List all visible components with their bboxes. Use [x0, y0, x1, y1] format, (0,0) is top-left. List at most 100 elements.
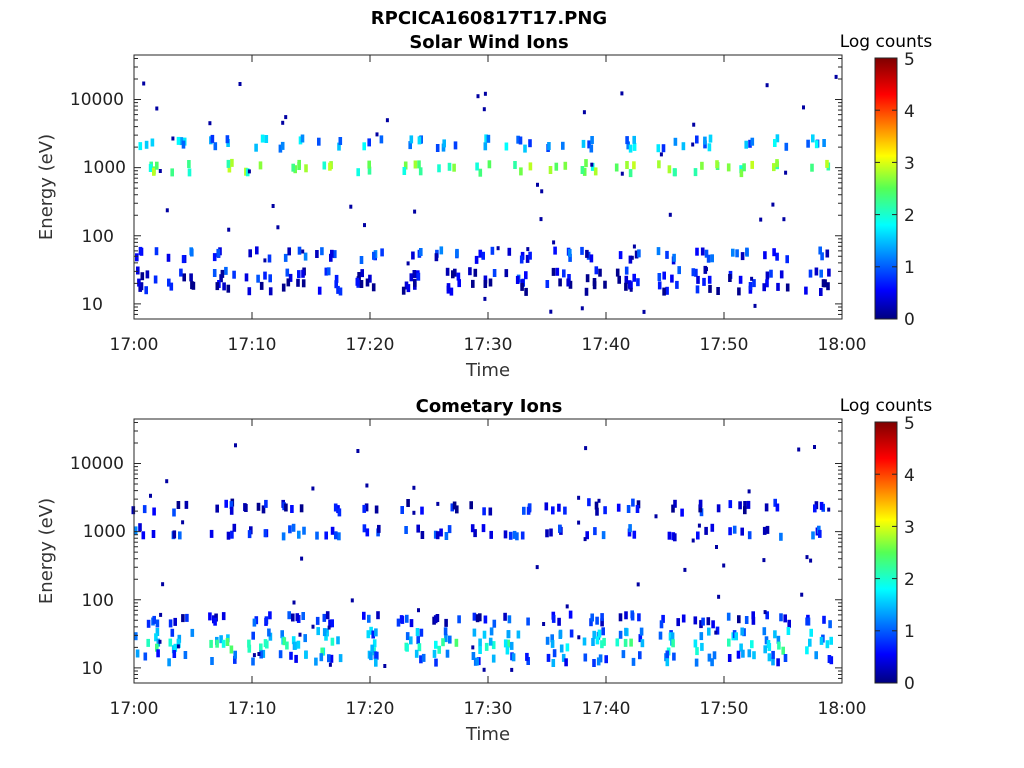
spectrogram-cell — [628, 524, 632, 533]
spectrogram-cell — [212, 269, 217, 277]
spectrogram-cell — [285, 268, 290, 277]
spectrogram-cell — [552, 240, 556, 245]
spectrogram-cell — [750, 276, 754, 281]
spectrogram-cell — [487, 160, 492, 169]
spectrogram-cell — [290, 505, 294, 513]
spectrogram-cell — [224, 499, 228, 508]
spectrogram-cell — [328, 619, 332, 628]
spectrogram-cell — [542, 622, 546, 626]
spectrogram-cell — [267, 628, 271, 637]
spectrogram-cell — [589, 618, 593, 627]
spectrogram-cell — [551, 614, 556, 623]
spectrogram-cell — [550, 634, 554, 643]
spectrogram-cell — [712, 651, 717, 660]
spectrogram-cell — [322, 628, 327, 637]
spectrogram-cell — [155, 643, 159, 652]
spectrogram-cell — [566, 278, 570, 287]
spectrogram-cell — [710, 254, 714, 263]
spectrogram-cell — [491, 654, 496, 663]
spectrogram-cell — [615, 638, 620, 647]
spectrogram-cell — [171, 136, 175, 141]
spectrogram-cell — [698, 499, 703, 508]
colorbar-tick-label: 1 — [904, 258, 915, 278]
spectrogram-cell — [317, 137, 321, 146]
spectrogram-cell — [488, 278, 493, 287]
spectrogram-cell — [156, 638, 161, 647]
spectrogram-cell — [375, 132, 379, 137]
spectrogram-cell — [291, 163, 295, 172]
spectrogram-cell — [584, 159, 588, 168]
spectrogram-cell — [445, 267, 450, 276]
spectrogram-cell — [259, 643, 263, 652]
spectrogram-cell — [328, 662, 332, 667]
spectrogram-cell — [510, 667, 514, 672]
spectrogram-cell — [804, 286, 808, 295]
spectrogram-cell — [215, 504, 219, 513]
spectrogram-cell — [326, 267, 331, 276]
spectrogram-cell — [516, 135, 520, 144]
spectrogram-cell — [330, 249, 334, 258]
spectrogram-cell — [708, 134, 713, 143]
spectrogram-cell — [516, 630, 521, 639]
spectrogram-cell — [600, 618, 604, 627]
spectrogram-cell — [695, 647, 699, 656]
spectrogram-cell — [350, 598, 354, 603]
spectrogram-cell — [170, 628, 175, 637]
spectrogram-cell — [748, 139, 752, 148]
spectrogram-cell — [452, 163, 456, 172]
spectrogram-cell — [405, 632, 410, 641]
spectrogram-cell — [286, 278, 291, 287]
spectrogram-cell — [232, 523, 237, 532]
spectrogram-cell — [371, 283, 376, 292]
spectrogram-cell — [143, 652, 148, 661]
spectrogram-cell — [471, 652, 476, 660]
spectrogram-cell — [278, 650, 283, 659]
spectrogram-cell — [141, 531, 146, 540]
spectrogram-cell — [256, 502, 261, 511]
x-tick-label: 18:00 — [818, 699, 867, 719]
spectrogram-cell — [825, 159, 829, 168]
spectrogram-cell — [247, 287, 252, 296]
spectrogram-cell — [216, 248, 220, 257]
spectrogram-cell — [328, 162, 332, 171]
spectrogram-cell — [415, 628, 420, 636]
spectrogram-cell — [457, 279, 461, 288]
spectrogram-cell — [525, 254, 530, 263]
spectrogram-cell — [153, 275, 158, 284]
y-tick-label: 100 — [82, 591, 114, 611]
spectrogram-cell — [452, 501, 457, 510]
spectrogram-cell — [155, 106, 159, 111]
spectrogram-cell — [775, 503, 780, 512]
spectrogram-cell — [624, 275, 629, 284]
spectrogram-cell — [597, 498, 601, 503]
spectrogram-cell — [696, 275, 700, 284]
spectrogram-cell — [471, 645, 475, 650]
spectrogram-cell — [297, 246, 302, 255]
spectrogram-cell — [601, 531, 606, 540]
spectrogram-cell — [767, 643, 772, 651]
spectrogram-cell — [152, 167, 156, 176]
spectrogram-cell — [583, 537, 587, 542]
spectrogram-cell — [434, 640, 438, 649]
spectrogram-cell — [705, 267, 708, 272]
spectrogram-cell — [247, 530, 252, 539]
spectrogram-cell — [557, 503, 561, 512]
spectrogram-cell — [441, 143, 446, 152]
spectrogram-cell — [396, 618, 401, 627]
spectrogram-cell — [582, 167, 587, 176]
spectrogram-cell — [259, 281, 264, 290]
spectrogram-cell — [330, 637, 335, 646]
colorbar-ticks — [875, 421, 897, 684]
spectrogram-cell — [488, 507, 493, 516]
panel-solar-wind: Solar Wind Ions 10 100 1000 10000 17:00 … — [36, 32, 932, 381]
spectrogram-cell — [224, 266, 228, 275]
spectrogram-cell — [380, 248, 384, 257]
spectrogram-cell — [585, 274, 590, 283]
spectrogram-cell — [320, 247, 324, 256]
spectrogram-cell — [817, 525, 821, 534]
spectrogram-cell — [456, 272, 461, 281]
x-tick-label: 17:00 — [110, 335, 159, 355]
spectrogram-cell — [559, 644, 564, 653]
spectrogram-cell — [748, 282, 753, 290]
